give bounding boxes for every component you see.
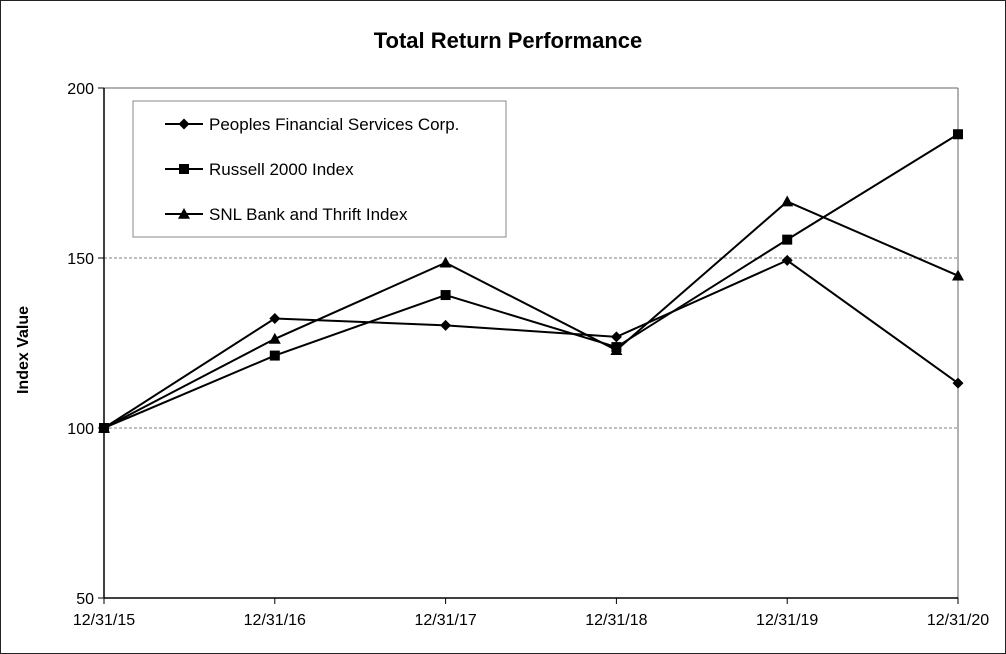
legend-marker-triangle [178,208,190,219]
legend-label: Peoples Financial Services Corp. [209,115,459,134]
y-tick-label: 200 [67,81,94,98]
x-tick-label: 12/31/17 [414,612,476,629]
data-point-triangle [781,195,794,207]
legend-marker-square [179,164,189,174]
data-point-triangle [98,422,110,433]
gridlines [104,257,958,429]
x-axis-ticks: 12/31/15 12/31/16 12/31/17 12/31/18 12/31/19… [73,598,989,629]
legend-label: Russell 2000 Index [209,160,354,179]
series-line-3 [103,200,959,429]
x-tick-label: 12/31/15 [73,612,135,629]
legend-marker-diamond [178,118,190,130]
data-point-triangle [610,344,623,355]
data-point-square [440,290,451,301]
legend: Peoples Financial Services Corp. Russell … [132,100,507,238]
data-point-diamond [610,331,622,343]
legend-label: SNL Bank and Thrift Index [209,205,408,224]
data-point-square [269,350,280,361]
data-point-square [782,234,793,245]
y-tick-label: 50 [76,591,94,608]
series-line-1 [103,259,959,429]
data-point-triangle [952,269,964,281]
axes [103,87,959,599]
series-lines [103,133,959,429]
y-axis-ticks: 50 100 150 200 [67,81,104,608]
data-point-diamond [440,319,452,331]
data-point-square [953,129,963,140]
data-point-triangle [439,256,452,268]
data-point-diamond [269,313,281,325]
series-markers [98,129,964,434]
y-axis-label: Index Value [15,306,32,394]
y-tick-label: 150 [67,251,94,268]
series-line-2 [103,133,959,429]
y-tick-label: 100 [67,421,94,438]
x-tick-label: 12/31/20 [927,612,989,629]
x-tick-label: 12/31/18 [585,612,647,629]
data-point-diamond [952,377,964,389]
data-point-triangle [268,332,281,344]
x-tick-label: 12/31/16 [244,612,306,629]
data-point-diamond [781,254,793,266]
x-tick-label: 12/31/19 [756,612,818,629]
chart-title: Total Return Performance [374,28,643,53]
